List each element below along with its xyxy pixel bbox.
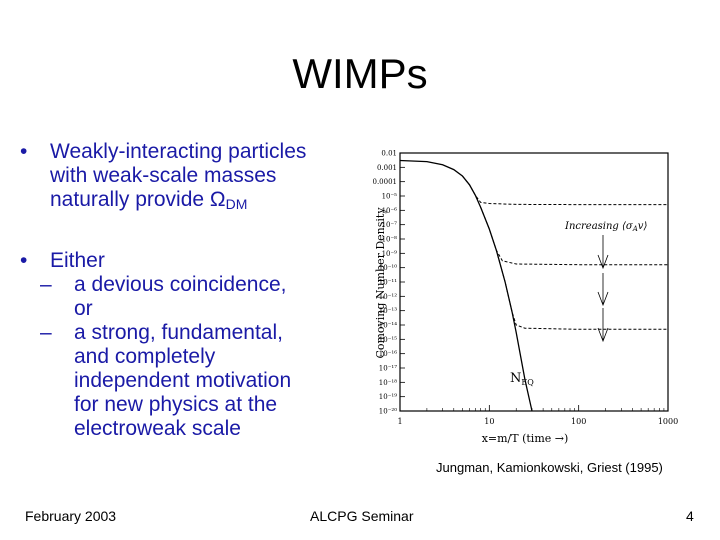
relic-density-plot: Comoving Number Density 0.01 0.001 0.0001 1…	[373, 150, 679, 446]
y-tick-label: 0.0001	[373, 178, 398, 186]
arrow-down-icon	[597, 308, 609, 343]
x-tick-label: 100	[571, 417, 586, 426]
x-tick-label: 10	[484, 417, 494, 426]
sub-bullet-dash: –	[40, 321, 52, 344]
bullet-marker: •	[20, 249, 28, 272]
y-tick-label: 10⁻¹⁷	[379, 365, 397, 373]
bullet-line: naturally provide ΩDM	[50, 188, 355, 216]
x-tick-label: 1	[397, 417, 402, 426]
neq-sub: EQ	[521, 378, 534, 387]
increasing-sub: A	[632, 225, 638, 233]
footer-event: ALCPG Seminar	[310, 508, 414, 524]
sub-bullet-line: a strong, fundamental,	[74, 321, 283, 344]
sub-bullet-line: and completely	[74, 345, 216, 368]
y-tick-label: 0.01	[381, 150, 397, 158]
y-tick-label: 10⁻¹³	[379, 307, 397, 315]
x-ticks: 1 10 100 1000	[397, 405, 678, 426]
x-tick-label: 1000	[658, 417, 678, 426]
y-tick-label: 10⁻¹⁹	[379, 393, 397, 401]
bullet-marker: •	[20, 140, 28, 163]
y-tick-label: 10⁻¹⁰	[379, 264, 397, 272]
y-tick-label: 10⁻⁵	[382, 193, 398, 201]
bullet-list: • Weakly-interacting particles with weak…	[20, 140, 355, 441]
y-axis-label: Comoving Number Density	[374, 207, 387, 359]
increasing-annotation: Increasing ⟨σAv⟩	[564, 221, 647, 233]
y-tick-label: 10⁻⁶	[382, 207, 398, 215]
bullet-line-text: naturally provide Ω	[50, 188, 226, 211]
y-tick-label: 10⁻⁷	[382, 221, 398, 229]
sub-bullet-line: electroweak scale	[74, 417, 241, 440]
freeze-out-curve	[462, 175, 668, 206]
arrow-down-icon	[597, 273, 609, 307]
freeze-out-curve	[480, 207, 668, 266]
neq-label: NEQ	[510, 371, 534, 387]
bullet-either: • Either	[20, 249, 355, 273]
arrows	[597, 235, 609, 343]
y-tick-label: 10⁻¹⁵	[379, 336, 397, 344]
curves	[399, 159, 668, 412]
y-tick-label: 10⁻¹⁴	[379, 322, 397, 330]
footer-date: February 2003	[25, 508, 117, 524]
neq-text: N	[510, 371, 521, 386]
sub-bullet-line: independent motivation	[74, 369, 292, 392]
sub-bullet-motivation: – a strong, fundamental, and completely …	[24, 321, 355, 441]
x-axis-label: x=m/T (time →)	[482, 432, 569, 445]
plot-frame	[399, 152, 669, 412]
y-tick-label: 10⁻¹²	[379, 293, 397, 301]
increasing-end: v⟩	[638, 221, 648, 232]
bullet-wimps: • Weakly-interacting particles with weak…	[20, 140, 355, 216]
sub-bullet-line: a devious coincidence,	[74, 273, 287, 296]
y-ticks: 0.01 0.001 0.0001 10⁻⁵ 10⁻⁶ 10⁻⁷ 10⁻⁸ 10⁻⁹ 10⁻¹⁰…	[373, 150, 405, 416]
y-tick-label: 10⁻⁹	[382, 250, 398, 258]
freeze-out-curve	[495, 250, 668, 330]
y-tick-label: 0.001	[377, 164, 397, 172]
increasing-text: Increasing ⟨σ	[564, 221, 634, 232]
equilibrium-curve	[399, 159, 533, 412]
citation: Jungman, Kamionkowski, Griest (1995)	[436, 460, 663, 475]
sub-bullet-coincidence: – a devious coincidence, or	[24, 273, 355, 321]
arrow-down-icon	[597, 235, 609, 270]
y-tick-label: 10⁻⁸	[382, 236, 398, 244]
footer-page-number: 4	[686, 508, 694, 524]
omega-subscript: DM	[225, 196, 248, 212]
sub-bullet-line: for new physics at the	[74, 393, 278, 416]
y-tick-label: 10⁻¹¹	[379, 279, 397, 287]
bullet-line: with weak-scale masses	[50, 164, 277, 187]
bullet-line: Weakly-interacting particles	[50, 140, 307, 163]
y-tick-label: 10⁻¹⁸	[379, 379, 397, 387]
sub-bullet-dash: –	[40, 273, 52, 296]
sub-bullet-line: or	[74, 297, 93, 320]
bullet-label: Either	[50, 249, 105, 272]
y-tick-label: 10⁻²⁰	[379, 408, 397, 416]
slide-title: WIMPs	[292, 50, 428, 97]
y-tick-label: 10⁻¹⁶	[379, 350, 397, 358]
